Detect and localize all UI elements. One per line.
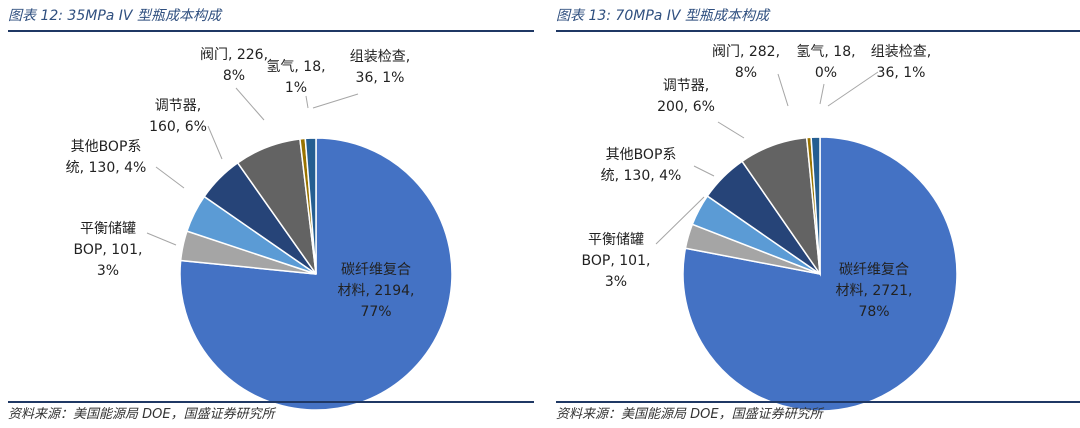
data-label: 组装检查, 36, 1% [350,49,410,86]
data-label: 氢气, 18, 1% [266,59,325,96]
data-label: 阀门, 226, 8% [200,47,268,84]
data-label: 组装检查, 36, 1% [871,44,931,81]
leader-line [827,71,879,107]
pie-chart-70mpa: 碳纤维复合材料, 2721, 78% 平衡储罐 BOP, 101, 3% 其他BOP系统,… [582,44,958,412]
data-label: 调节器, 200, 6% [657,78,715,115]
leader-line [717,121,745,139]
source-rule [8,401,534,403]
leader-line [155,166,185,189]
data-label: 其他BOP系统, 130, 4% [601,147,682,184]
source-note: 资料来源：美国能源局 DOE，国盛证券研究所 [556,407,823,422]
leader-line [777,73,789,107]
data-label: 其他BOP系统, 130, 4% [66,139,147,176]
data-label: 碳纤维复合材料, 2194, 77% [338,261,415,320]
pie-slice [810,136,821,275]
data-label: 平衡储罐 BOP, 101, 3% [582,232,651,290]
leader-line [235,87,265,121]
data-label: 氢气, 18, 0% [796,44,855,81]
chart-title: 图表 12: 35MPa IV 型瓶成本构成 [8,8,221,24]
data-label: 平衡储罐 BOP, 101, 3% [74,221,143,279]
leader-line [693,165,715,177]
title-rule [556,30,1080,32]
chart-title: 图表 13: 70MPa IV 型瓶成本构成 [556,8,769,24]
leader-line [819,83,825,105]
source-rule [556,401,1080,403]
leader-line [146,232,177,246]
leader-line [207,125,223,160]
data-label: 调节器, 160, 6% [149,98,207,135]
source-note: 资料来源：美国能源局 DOE，国盛证券研究所 [8,407,275,422]
pie-chart-35mpa: 碳纤维复合材料, 2194, 77% 平衡储罐 BOP, 101, 3% 其他BOP系统,… [66,47,453,411]
title-rule [8,30,534,32]
chart-panel-70mpa: 图表 13: 70MPa IV 型瓶成本构成 碳纤维复合材料, 2721, 78%… [556,0,1080,428]
leader-line [312,93,359,109]
data-label: 碳纤维复合材料, 2721, 78% [836,261,913,320]
leader-line [655,196,705,245]
data-label: 阀门, 282, 8% [712,44,780,81]
chart-panel-35mpa: 图表 12: 35MPa IV 型瓶成本构成 碳纤维复合材料, 2194, 77%… [8,0,534,428]
pie-slice [304,137,317,275]
leader-line [305,95,309,109]
